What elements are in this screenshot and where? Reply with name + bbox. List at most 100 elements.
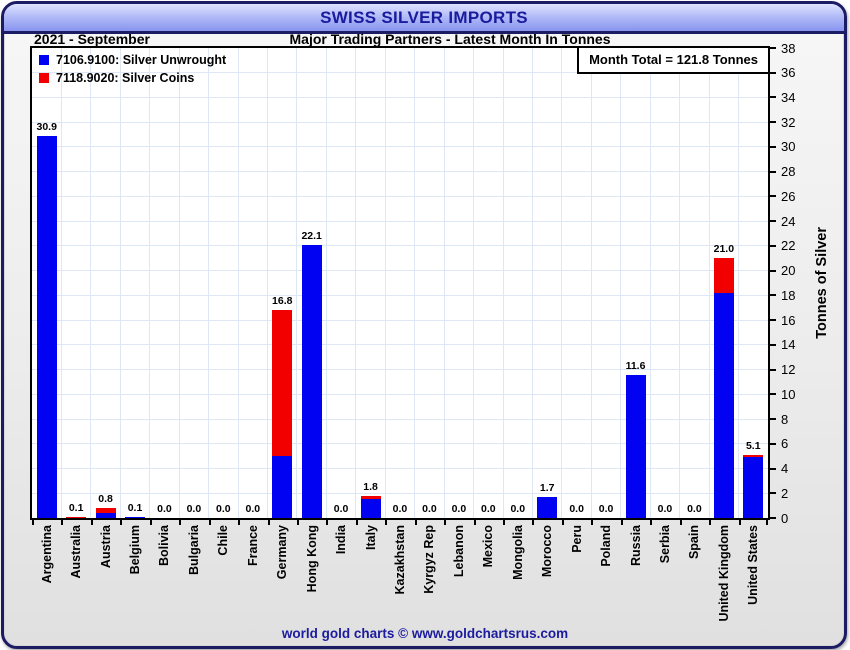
legend-label-coins: 7118.9020: Silver Coins: [56, 71, 195, 85]
y-tick: [770, 145, 776, 148]
x-label-text: Mongolia: [510, 525, 525, 580]
gridline: [355, 48, 357, 518]
bar-silver-unwrought-argentina: [36, 135, 57, 518]
gridline: [32, 369, 768, 371]
bar-silver-unwrought-russia: [625, 374, 646, 518]
x-tick: [385, 520, 388, 525]
x-tick: [561, 520, 564, 525]
gridline: [149, 48, 151, 518]
x-label-text: India: [334, 525, 349, 555]
gridline: [384, 48, 386, 518]
gridline: [32, 195, 768, 197]
gridline: [679, 48, 681, 518]
gridline: [32, 171, 768, 173]
gridline: [32, 146, 768, 148]
x-label-spain: Spain: [680, 525, 709, 633]
x-tick: [532, 520, 535, 525]
y-tick-label: 32: [781, 114, 796, 130]
x-tick: [61, 520, 64, 525]
y-tick-label: 2: [781, 485, 789, 501]
x-label-text: Russia: [628, 525, 643, 566]
bar-value-label-kazakhstan: 0.0: [392, 503, 408, 515]
y-tick-label: 6: [781, 436, 789, 452]
x-label-serbia: Serbia: [650, 525, 679, 633]
y-tick-label: 28: [781, 164, 796, 180]
y-axis: 0 2 4 6 8 10 12 14 16 18 20 22 24 26 28 30 32 34 36 38: [770, 42, 840, 525]
gridline: [32, 294, 768, 296]
x-tick: [503, 520, 506, 525]
y-tick-label: 30: [781, 139, 796, 155]
bar-silver-unwrought-morocco: [537, 496, 558, 518]
y-tick-label: 38: [781, 40, 796, 56]
x-tick: [679, 520, 682, 525]
legend-item-unwrought: 7106.9100: Silver Unwrought: [39, 53, 226, 67]
gridline: [502, 48, 504, 518]
gridline: [32, 344, 768, 346]
x-tick: [473, 520, 476, 525]
bar-silver-coins-austria: [95, 508, 116, 514]
y-tick-label: 34: [781, 89, 796, 105]
x-label-hong-kong: Hong Kong: [297, 525, 326, 633]
x-label-text: France: [245, 525, 260, 566]
bar-value-label-belgium: 0.1: [127, 501, 143, 514]
period-label: 2021 - September: [34, 31, 150, 47]
gridline: [237, 48, 239, 518]
x-label-text: Serbia: [657, 525, 672, 564]
gridline: [32, 468, 768, 470]
legend-label-unwrought: 7106.9100: Silver Unwrought: [56, 53, 227, 67]
y-tick: [770, 220, 776, 223]
gridline: [267, 48, 269, 518]
x-axis-labels: Argentina Australia Austria Belgium Bolivia B…: [32, 525, 768, 633]
bar-silver-coins-italy: [360, 495, 381, 500]
x-label-text: Germany: [275, 525, 290, 580]
y-tick-label: 18: [781, 287, 796, 303]
bar-value-label-hong-kong: 22.1: [301, 229, 322, 242]
y-tick: [770, 121, 776, 124]
x-label-text: Chile: [216, 525, 231, 556]
bar-silver-unwrought-italy: [360, 499, 381, 518]
y-tick-label: 22: [781, 238, 796, 254]
gridline: [32, 418, 768, 420]
x-axis-ticks: [32, 520, 768, 526]
x-label-mexico: Mexico: [474, 525, 503, 633]
x-label-text: Austria: [98, 525, 113, 569]
bar-value-label-united-kingdom: 21.0: [713, 243, 735, 256]
x-label-text: Kyrgyz Rep: [422, 525, 437, 594]
bar-value-label-morocco: 1.7: [539, 481, 555, 494]
gridline: [178, 48, 180, 518]
bar-silver-unwrought-hong-kong: [301, 244, 322, 518]
x-label-text: Kazakhstan: [392, 525, 407, 595]
y-tick-label: 10: [781, 386, 796, 402]
gridline: [531, 48, 533, 518]
y-tick: [770, 442, 776, 445]
y-tick-label: 8: [781, 411, 789, 427]
x-tick: [414, 520, 417, 525]
x-label-text: Italy: [363, 525, 378, 551]
y-tick: [770, 269, 776, 272]
x-label-text: Bolivia: [157, 525, 172, 566]
x-label-text: United Kingdom: [716, 525, 731, 622]
bar-value-label-italy: 1.8: [363, 480, 378, 493]
gridline: [738, 48, 740, 518]
y-tick: [770, 393, 776, 396]
x-label-india: India: [326, 525, 355, 633]
bar-value-label-bolivia: 0.0: [157, 503, 172, 515]
y-tick: [770, 71, 776, 74]
gridline: [32, 72, 768, 74]
x-label-text: Belgium: [128, 525, 143, 575]
x-tick: [738, 520, 741, 525]
month-total-badge: Month Total = 121.8 Tonnes: [577, 48, 768, 74]
gridline: [32, 96, 768, 98]
x-tick: [267, 520, 270, 525]
x-label-kazakhstan: Kazakhstan: [385, 525, 414, 633]
gridline: [32, 121, 768, 123]
x-tick: [149, 520, 152, 525]
bar-value-label-serbia: 0.0: [657, 503, 673, 515]
x-label-germany: Germany: [268, 525, 297, 633]
x-label-text: Bulgaria: [186, 525, 201, 576]
x-label-text: United States: [746, 525, 761, 605]
bar-value-label-australia: 0.1: [68, 501, 84, 514]
x-label-austria: Austria: [91, 525, 120, 633]
y-tick-label: 12: [781, 362, 796, 378]
